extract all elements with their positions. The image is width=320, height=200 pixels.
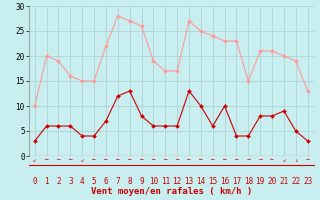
Text: ←: ← (164, 158, 167, 163)
Text: ←: ← (68, 158, 72, 163)
Text: 6: 6 (104, 177, 108, 186)
Text: 18: 18 (244, 177, 253, 186)
Text: 21: 21 (279, 177, 289, 186)
Text: 20: 20 (268, 177, 277, 186)
Text: ←: ← (152, 158, 155, 163)
Text: ←: ← (92, 158, 96, 163)
Text: Vent moyen/en rafales ( km/h ): Vent moyen/en rafales ( km/h ) (91, 187, 252, 196)
Text: 1: 1 (44, 177, 49, 186)
Text: ←: ← (270, 158, 274, 163)
Text: 12: 12 (172, 177, 182, 186)
Text: 16: 16 (220, 177, 229, 186)
Text: 2: 2 (56, 177, 61, 186)
Text: ←: ← (104, 158, 108, 163)
Text: ←: ← (140, 158, 143, 163)
Text: ←: ← (187, 158, 191, 163)
Text: →: → (246, 158, 250, 163)
Text: ←: ← (128, 158, 132, 163)
Text: ←: ← (199, 158, 203, 163)
Text: 3: 3 (68, 177, 73, 186)
Text: 15: 15 (208, 177, 217, 186)
Text: ↓: ↓ (294, 158, 298, 163)
Text: ←: ← (116, 158, 120, 163)
Text: 7: 7 (116, 177, 120, 186)
Text: 10: 10 (149, 177, 158, 186)
Text: 0: 0 (32, 177, 37, 186)
Text: ↙: ↙ (80, 158, 84, 163)
Text: ←: ← (45, 158, 48, 163)
Text: 4: 4 (80, 177, 84, 186)
Text: →: → (306, 158, 309, 163)
Text: ←: ← (235, 158, 238, 163)
Text: 5: 5 (92, 177, 96, 186)
Text: 23: 23 (303, 177, 312, 186)
Text: 13: 13 (184, 177, 194, 186)
Text: ↙: ↙ (282, 158, 286, 163)
Text: 19: 19 (256, 177, 265, 186)
Text: 11: 11 (161, 177, 170, 186)
Text: 14: 14 (196, 177, 205, 186)
Text: 22: 22 (291, 177, 300, 186)
Text: 8: 8 (127, 177, 132, 186)
Text: ←: ← (223, 158, 227, 163)
Text: ←: ← (57, 158, 60, 163)
Text: 17: 17 (232, 177, 241, 186)
Text: →: → (258, 158, 262, 163)
Text: 9: 9 (139, 177, 144, 186)
Text: ↙: ↙ (33, 158, 36, 163)
Text: ←: ← (211, 158, 215, 163)
Text: ←: ← (175, 158, 179, 163)
